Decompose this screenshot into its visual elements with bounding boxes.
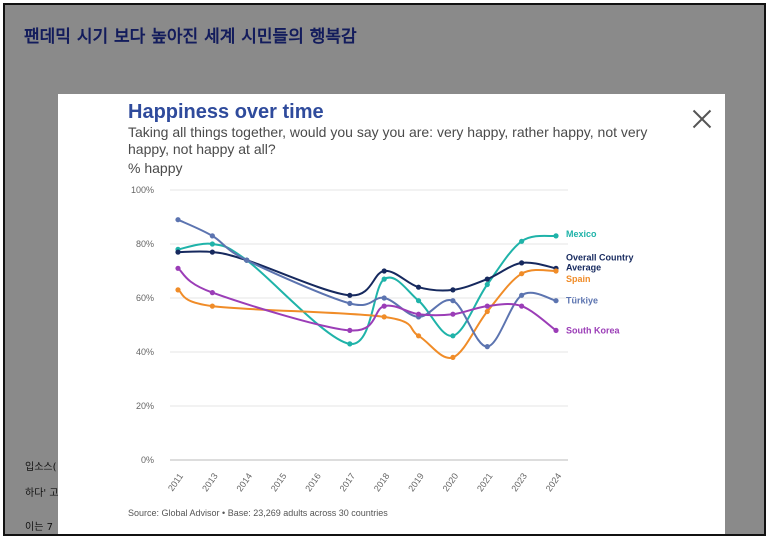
x-tick-label: 2013 xyxy=(200,471,220,493)
data-point xyxy=(450,287,456,293)
data-point xyxy=(381,295,387,301)
data-point xyxy=(381,268,387,274)
line-chart: 0% 20% 40% 60% 80% 100% 2011 2013 2014 2015 2016 20… xyxy=(131,185,634,493)
y-tick-label: 80% xyxy=(136,239,154,249)
data-point xyxy=(244,257,250,263)
data-point xyxy=(381,276,387,282)
data-point xyxy=(209,290,215,296)
screenshot-frame: 팬데믹 시기 보다 높아진 세계 시민들의 행복감 입소스( 하다' 고 이는 … xyxy=(3,3,766,536)
data-point xyxy=(209,303,215,309)
data-point xyxy=(415,284,422,290)
data-point xyxy=(209,233,215,239)
series-label: Overall Country xyxy=(566,252,634,262)
x-tick-label: 2018 xyxy=(372,471,392,493)
x-tick-label: 2024 xyxy=(544,471,564,493)
data-point xyxy=(450,333,456,339)
data-point xyxy=(450,311,456,317)
y-tick-label: 0% xyxy=(141,455,154,465)
data-point xyxy=(175,217,181,223)
series-line xyxy=(177,218,557,348)
x-tick-label: 2021 xyxy=(475,471,495,493)
data-point xyxy=(415,311,422,317)
article-text-line: 하다' 고 xyxy=(25,488,59,499)
data-point xyxy=(381,314,387,320)
data-point xyxy=(519,292,525,298)
data-point xyxy=(484,281,490,288)
article-text-line: 입소스( xyxy=(25,462,57,473)
data-point xyxy=(347,341,353,347)
data-point xyxy=(553,327,559,333)
chart-subtitle: Taking all things together, would you sa… xyxy=(128,124,648,157)
data-point xyxy=(450,298,456,304)
page-title: 팬데믹 시기 보다 높아진 세계 시민들의 행복감 xyxy=(24,27,357,47)
x-tick-label: 2017 xyxy=(338,471,358,493)
data-point xyxy=(209,249,215,255)
x-tick-label: 2015 xyxy=(269,471,289,493)
article-text-line: 이는 7 xyxy=(25,522,53,533)
series-label: Spain xyxy=(566,274,591,284)
data-point xyxy=(209,241,215,247)
x-tick-label: 2011 xyxy=(166,471,185,493)
data-point xyxy=(519,303,525,309)
data-point xyxy=(175,265,181,271)
data-point xyxy=(519,260,525,266)
series-label: Average xyxy=(566,262,601,272)
series-label: South Korea xyxy=(566,325,620,335)
chart-title: Happiness over time xyxy=(128,101,324,123)
y-tick-label: 20% xyxy=(136,401,154,411)
series-line xyxy=(177,268,557,359)
chart-unit-label: % happy xyxy=(128,160,183,176)
y-tick-label: 60% xyxy=(136,293,154,303)
data-point xyxy=(175,287,181,293)
chart-source: Source: Global Advisor • Base: 23,269 ad… xyxy=(128,508,388,518)
data-point xyxy=(347,327,353,333)
series-line xyxy=(177,267,557,332)
series-line xyxy=(177,250,557,297)
series-label: Türkiye xyxy=(566,296,598,306)
data-point xyxy=(381,303,387,309)
x-tick-label: 2023 xyxy=(509,471,529,493)
series-label: Mexico xyxy=(566,229,597,239)
data-point xyxy=(553,268,559,274)
x-tick-label: 2014 xyxy=(234,471,254,493)
data-point xyxy=(553,233,559,239)
x-tick-label: 2020 xyxy=(441,471,461,493)
chart-modal: Happiness over time Taking all things to… xyxy=(58,94,725,534)
data-point xyxy=(519,271,525,277)
data-point xyxy=(484,308,490,315)
data-point xyxy=(347,292,353,298)
data-point xyxy=(175,249,181,255)
x-tick-label: 2016 xyxy=(303,471,323,493)
data-point xyxy=(519,238,525,244)
data-point xyxy=(553,298,559,304)
x-tick-label: 2019 xyxy=(406,471,426,493)
data-point xyxy=(484,276,490,282)
data-point xyxy=(347,300,353,306)
data-point xyxy=(450,354,456,360)
data-point xyxy=(415,333,422,339)
data-point xyxy=(484,344,490,350)
y-tick-label: 100% xyxy=(131,185,154,195)
y-tick-label: 40% xyxy=(136,347,154,357)
data-point xyxy=(415,298,422,304)
data-point xyxy=(484,303,490,309)
